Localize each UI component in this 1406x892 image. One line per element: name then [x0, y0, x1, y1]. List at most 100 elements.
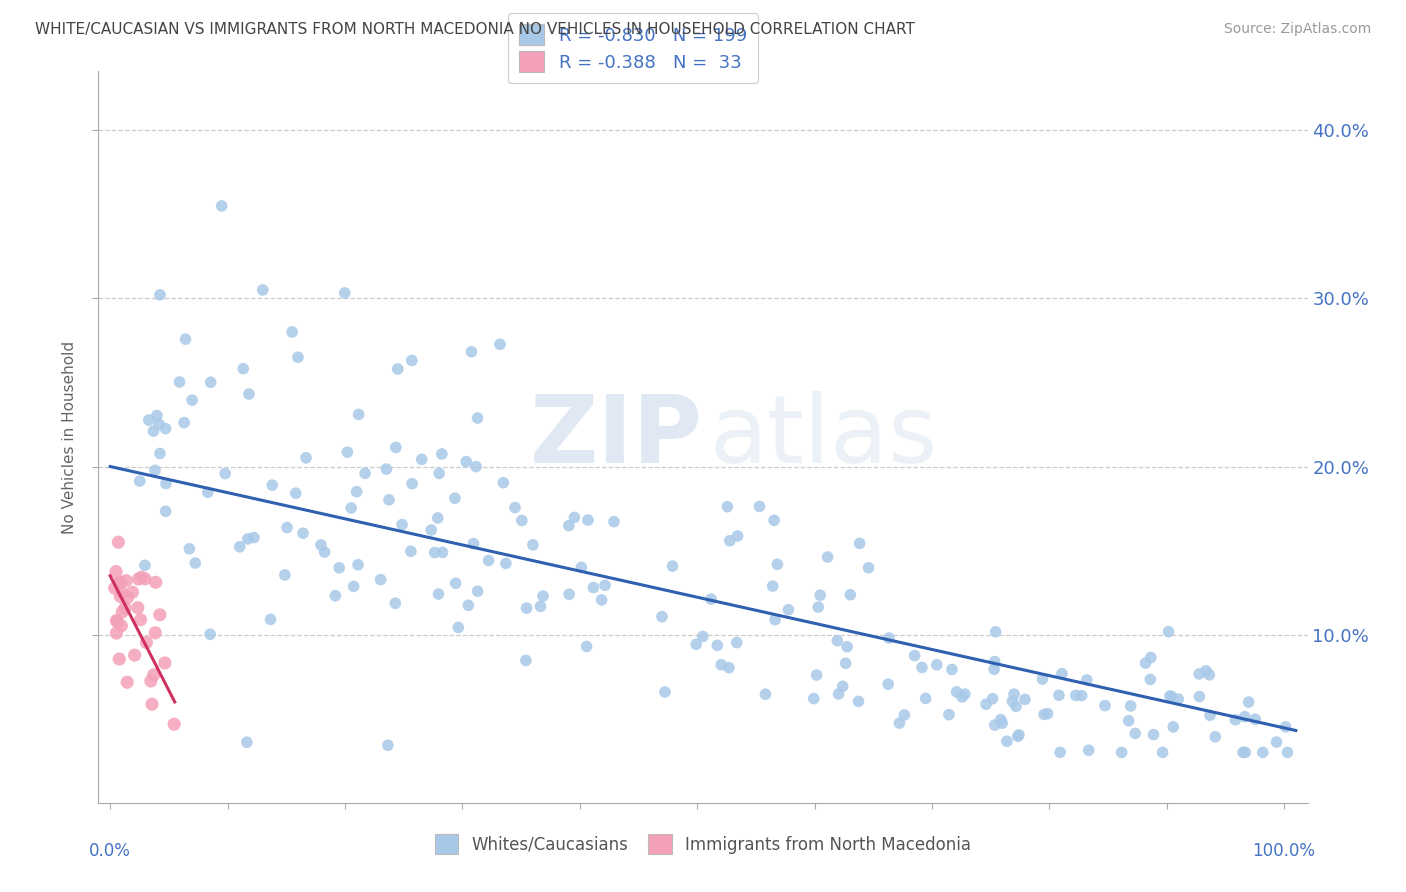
Point [1119, 698, 1142, 713]
Point [149, 288, 172, 302]
Point [1244, 712, 1267, 726]
Point [706, 638, 728, 652]
Point [654, 685, 676, 699]
Point [287, 350, 309, 364]
Point [941, 663, 963, 677]
Point [806, 668, 828, 682]
Point [558, 587, 581, 601]
Point [904, 648, 927, 663]
Point [314, 545, 336, 559]
Point [427, 467, 450, 481]
Point [236, 532, 259, 546]
Point [1233, 709, 1256, 723]
Point [1232, 745, 1254, 759]
Point [460, 344, 482, 359]
Point [1076, 673, 1098, 687]
Point [477, 553, 499, 567]
Point [953, 687, 976, 701]
Point [111, 585, 134, 599]
Point [593, 578, 616, 592]
Point [427, 587, 450, 601]
Point [1047, 688, 1070, 702]
Point [105, 626, 128, 640]
Point [146, 409, 169, 423]
Legend: Whites/Caucasians, Immigrants from North Macedonia: Whites/Caucasians, Immigrants from North… [429, 828, 977, 860]
Point [114, 600, 136, 615]
Text: atlas: atlas [709, 391, 938, 483]
Point [995, 734, 1018, 748]
Point [827, 687, 849, 701]
Point [243, 531, 266, 545]
Point [834, 657, 856, 671]
Point [128, 474, 150, 488]
Point [984, 624, 1007, 639]
Point [827, 633, 849, 648]
Point [778, 603, 800, 617]
Point [495, 557, 517, 571]
Point [831, 679, 853, 693]
Point [763, 513, 786, 527]
Point [808, 588, 831, 602]
Point [763, 613, 786, 627]
Point [700, 592, 723, 607]
Point [1225, 713, 1247, 727]
Point [430, 447, 453, 461]
Point [139, 673, 162, 688]
Point [184, 556, 207, 570]
Point [1139, 673, 1161, 687]
Point [131, 570, 153, 584]
Point [259, 612, 281, 626]
Text: 100.0%: 100.0% [1253, 842, 1316, 860]
Point [143, 625, 166, 640]
Text: ZIP: ZIP [530, 391, 703, 483]
Point [181, 393, 204, 408]
Point [108, 575, 131, 590]
Point [725, 635, 748, 649]
Point [515, 653, 537, 667]
Point [990, 713, 1012, 727]
Point [1007, 729, 1029, 743]
Point [1005, 699, 1028, 714]
Point [276, 520, 298, 534]
Point [340, 500, 363, 515]
Point [110, 619, 132, 633]
Point [492, 475, 515, 490]
Point [411, 452, 433, 467]
Point [718, 533, 741, 548]
Point [111, 605, 134, 619]
Point [1070, 689, 1092, 703]
Point [343, 579, 366, 593]
Point [766, 558, 789, 572]
Point [105, 614, 128, 628]
Point [558, 518, 581, 533]
Point [1167, 692, 1189, 706]
Point [124, 648, 146, 662]
Point [238, 387, 260, 401]
Point [447, 620, 470, 634]
Point [489, 337, 512, 351]
Point [716, 500, 738, 514]
Point [529, 599, 551, 614]
Point [107, 535, 129, 549]
Point [444, 491, 467, 505]
Point [143, 463, 166, 477]
Point [375, 462, 398, 476]
Point [115, 675, 138, 690]
Point [1152, 745, 1174, 759]
Point [211, 199, 233, 213]
Point [1234, 745, 1257, 759]
Point [974, 697, 997, 711]
Point [1001, 694, 1024, 708]
Point [145, 575, 167, 590]
Point [457, 599, 479, 613]
Point [384, 596, 406, 610]
Point [399, 544, 422, 558]
Point [423, 545, 446, 559]
Point [981, 691, 1004, 706]
Point [807, 600, 830, 615]
Point [1251, 745, 1274, 759]
Point [110, 590, 132, 604]
Point [1277, 745, 1299, 759]
Point [281, 325, 304, 339]
Point [163, 717, 186, 731]
